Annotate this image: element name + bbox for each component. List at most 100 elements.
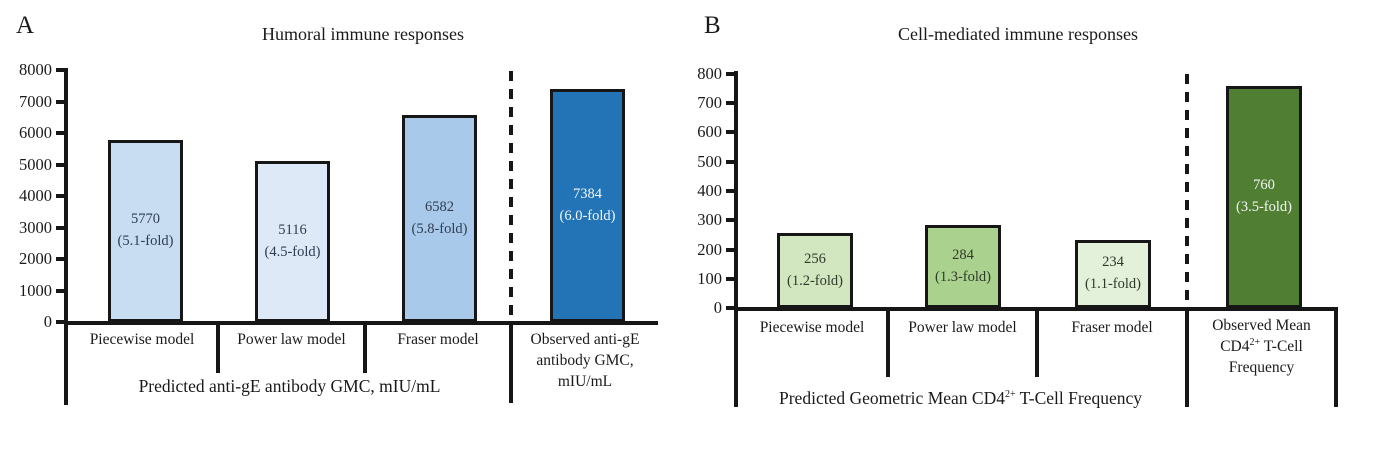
y-tick-label: 700 bbox=[697, 93, 722, 112]
panel-b-letter: B bbox=[704, 12, 721, 39]
y-tick-label: 400 bbox=[697, 181, 722, 200]
y-tick-mark bbox=[56, 320, 65, 324]
y-tick-mark bbox=[726, 218, 735, 222]
y-tick-label: 500 bbox=[697, 152, 722, 171]
y-tick-label: 100 bbox=[697, 269, 722, 288]
y-tick-mark bbox=[726, 72, 735, 76]
bar-value: 5116 bbox=[278, 221, 307, 238]
category-label-power-law-a: Power law model bbox=[237, 331, 346, 348]
category-label-power-law-b: Power law model bbox=[908, 319, 1017, 336]
y-tick-mark bbox=[726, 130, 735, 134]
y-tick-label: 3000 bbox=[19, 218, 52, 237]
y-tick-mark bbox=[56, 131, 65, 135]
y-tick-mark bbox=[56, 100, 65, 104]
y-axis-line-b bbox=[734, 71, 738, 311]
bar-label: 6582 (5.8-fold) bbox=[412, 197, 468, 241]
observed-label-superscript: 2+ bbox=[1249, 336, 1261, 348]
y-tick-mark bbox=[56, 163, 65, 167]
bar-fold: (3.5-fold) bbox=[1236, 199, 1292, 215]
x-group-label-b: Predicted Geometric Mean CD42+ T-Cell Fr… bbox=[734, 388, 1187, 409]
bar-label: 760 (3.5-fold) bbox=[1236, 175, 1292, 219]
group-divider-b bbox=[1185, 311, 1189, 407]
bar-power-law-a: 5116 (4.5-fold) bbox=[255, 161, 330, 322]
y-tick-label: 0 bbox=[43, 312, 52, 331]
y-tick-label: 2000 bbox=[19, 249, 52, 268]
bar-observed-a: 7384 (6.0-fold) bbox=[550, 89, 625, 322]
group-label-tail: T-Cell Frequency bbox=[1015, 388, 1142, 408]
y-tick-label: 600 bbox=[697, 122, 722, 141]
bar-value: 5770 bbox=[131, 211, 160, 228]
bar-label: 234 (1.1-fold) bbox=[1085, 252, 1141, 296]
y-tick-mark bbox=[726, 160, 735, 164]
y-tick-label: 1000 bbox=[19, 281, 52, 300]
category-label-piecewise-b: Piecewise model bbox=[759, 319, 865, 336]
y-tick-label: 5000 bbox=[19, 155, 52, 174]
observed-label-line2-tail: T-Cell bbox=[1260, 337, 1303, 355]
group-label-text: Predicted Geometric Mean CD4 bbox=[779, 388, 1005, 408]
category-label-fraser-a: Fraser model bbox=[397, 331, 479, 348]
bar-label: 7384 (6.0-fold) bbox=[560, 184, 616, 228]
axis-left-edge-a bbox=[64, 325, 68, 405]
y-tick-label: 800 bbox=[697, 64, 722, 83]
y-tick-label: 0 bbox=[713, 298, 722, 317]
y-tick-label: 8000 bbox=[19, 60, 52, 79]
bar-label: 5116 (4.5-fold) bbox=[265, 220, 321, 264]
y-tick-mark bbox=[726, 189, 735, 193]
bar-fold: (1.3-fold) bbox=[935, 268, 991, 285]
bar-fold: (5.1-fold) bbox=[117, 233, 174, 249]
bar-observed-b: 760 (3.5-fold) bbox=[1226, 86, 1302, 308]
y-tick-mark bbox=[726, 248, 735, 252]
category-separator-b bbox=[1035, 311, 1039, 377]
bar-piecewise-a: 5770 (5.1-fold) bbox=[108, 140, 183, 322]
bar-value: 6582 bbox=[425, 198, 454, 215]
bar-power-law-b: 284 (1.3-fold) bbox=[925, 225, 1001, 308]
category-label-piecewise-a: Piecewise model bbox=[89, 331, 195, 348]
y-tick-label: 200 bbox=[697, 240, 722, 259]
y-tick-label: 4000 bbox=[19, 186, 52, 205]
y-tick-mark bbox=[56, 226, 65, 230]
panel-b-title: Cell-mediated immune responses bbox=[898, 24, 1138, 44]
y-tick-mark bbox=[56, 257, 65, 261]
group-label-superscript: 2+ bbox=[1004, 389, 1016, 401]
dashed-separator-a bbox=[509, 71, 513, 321]
bar-fold: (1.1-fold) bbox=[1085, 276, 1141, 292]
category-separator-a bbox=[363, 325, 367, 373]
bar-fraser-b: 234 (1.1-fold) bbox=[1075, 240, 1151, 308]
panel-a-title: Humoral immune responses bbox=[262, 24, 464, 44]
y-tick-label: 300 bbox=[697, 210, 722, 229]
bar-value: 760 bbox=[1253, 177, 1275, 194]
y-tick-mark bbox=[56, 289, 65, 293]
y-tick-mark bbox=[726, 306, 735, 310]
y-tick-label: 6000 bbox=[19, 123, 52, 142]
bar-label: 284 (1.3-fold) bbox=[935, 245, 991, 289]
category-separator-a bbox=[216, 325, 220, 373]
observed-label-line1: Observed Mean bbox=[1212, 317, 1311, 334]
y-axis-line-a bbox=[64, 68, 68, 325]
observed-label-line2: CD4 bbox=[1220, 337, 1250, 355]
dashed-separator-b bbox=[1185, 74, 1189, 307]
bar-fold: (5.8-fold) bbox=[411, 220, 468, 237]
x-baseline-a bbox=[64, 321, 658, 325]
axis-right-edge-b bbox=[1334, 311, 1338, 407]
bar-value: 284 bbox=[952, 246, 974, 263]
panel-a-letter: A bbox=[16, 12, 35, 39]
category-label-observed-b: Observed Mean CD42+ T-Cell Frequency bbox=[1189, 316, 1334, 379]
category-label-fraser-b: Fraser model bbox=[1071, 319, 1153, 336]
bar-value: 7384 bbox=[573, 185, 602, 202]
observed-label-line3: Frequency bbox=[1228, 358, 1295, 376]
bar-label: 5770 (5.1-fold) bbox=[118, 209, 174, 253]
y-tick-mark bbox=[726, 277, 735, 281]
bar-fraser-a: 6582 (5.8-fold) bbox=[402, 115, 477, 322]
y-tick-label: 7000 bbox=[19, 92, 52, 111]
category-label-observed-a: Observed anti-gE antibody GMC, mIU/mL bbox=[530, 331, 640, 390]
y-tick-mark bbox=[56, 194, 65, 198]
x-group-label-a: Predicted anti-gE antibody GMC, mIU/mL bbox=[138, 376, 441, 396]
bar-label: 256 (1.2-fold) bbox=[787, 249, 843, 293]
group-divider-a bbox=[509, 325, 513, 403]
bar-fold: (4.5-fold) bbox=[264, 243, 321, 260]
bar-value: 234 bbox=[1102, 254, 1124, 271]
bar-value: 256 bbox=[804, 250, 826, 267]
bar-fold: (6.0-fold) bbox=[559, 207, 616, 224]
y-tick-mark bbox=[56, 68, 65, 72]
